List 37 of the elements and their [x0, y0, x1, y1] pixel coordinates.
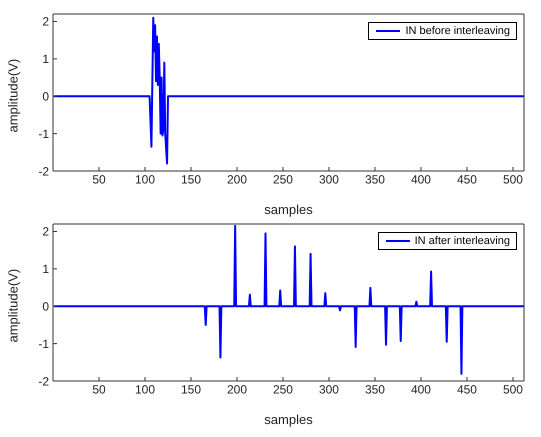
x-tick-label: 150: [180, 382, 202, 397]
x-tick-label: 300: [318, 172, 340, 187]
y-tick-label: 1: [42, 262, 50, 276]
x-axis-title: samples: [264, 202, 314, 217]
y-tick-label: -1: [38, 126, 50, 141]
y-axis-title: amplitude(V): [6, 58, 21, 132]
y-tick-label: 0: [42, 300, 50, 314]
x-tick-label: 50: [92, 172, 106, 187]
y-tick-label: -2: [38, 164, 50, 178]
x-tick-label: 200: [226, 382, 248, 397]
legend-label: IN before interleaving: [405, 25, 510, 37]
x-tick-label: 300: [318, 382, 340, 397]
y-tick-label: 1: [42, 52, 50, 66]
y-tick-label: -2: [38, 374, 50, 388]
x-tick-label: 350: [364, 382, 386, 397]
x-tick-label: 500: [502, 382, 524, 397]
line-series: [53, 16, 524, 165]
x-tick-label: 250: [272, 382, 294, 397]
x-tick-label: 350: [364, 172, 386, 187]
x-tick-label: 400: [410, 382, 432, 397]
x-tick-label: 250: [272, 172, 294, 187]
y-tick-label: -1: [38, 336, 50, 351]
x-tick-label: 150: [180, 172, 202, 187]
legend-label: IN after interleaving: [414, 235, 510, 247]
y-tick-label: 2: [42, 14, 50, 29]
x-tick-label: 400: [410, 172, 432, 187]
x-axis-title: samples: [264, 412, 314, 427]
x-tick-label: 200: [226, 172, 248, 187]
x-tick-label: 450: [456, 172, 478, 187]
y-tick-label: 2: [42, 224, 50, 239]
y-axis-title: amplitude(V): [6, 268, 21, 342]
x-tick-label: 100: [134, 172, 156, 187]
x-tick-label: 500: [502, 172, 524, 187]
x-tick-label: 450: [456, 382, 478, 397]
x-tick-label: 100: [134, 382, 156, 397]
y-tick-label: 0: [42, 90, 50, 104]
x-tick-label: 50: [92, 382, 106, 397]
